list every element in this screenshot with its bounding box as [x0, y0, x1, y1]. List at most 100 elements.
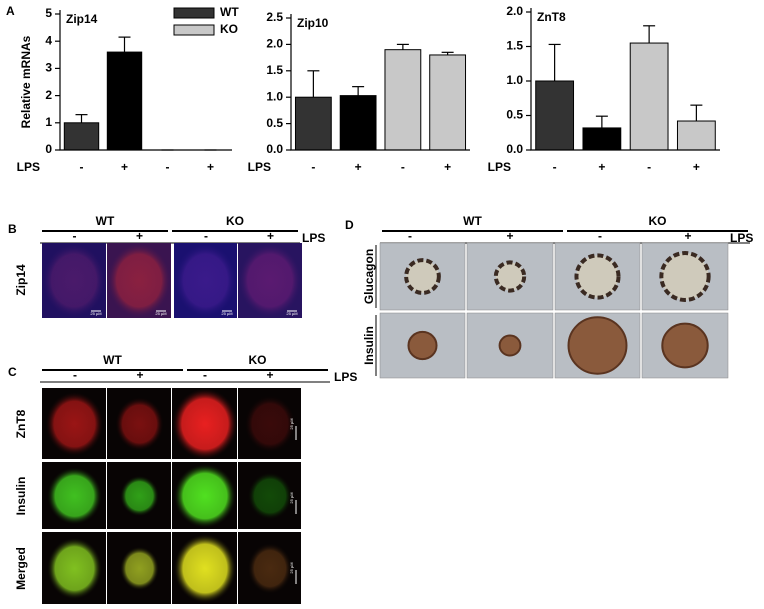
x-tick-label: -	[311, 160, 315, 174]
y-tick-label: 0.5	[266, 116, 283, 130]
micrograph-signal	[115, 397, 164, 451]
x-tick-label: +	[444, 160, 451, 174]
islet	[574, 253, 621, 300]
x-tick-label: +	[355, 160, 362, 174]
bar	[339, 95, 377, 151]
bar	[429, 54, 467, 151]
legend-label: WT	[220, 5, 239, 19]
condition-label: LPS	[334, 370, 357, 384]
treatment-label: -	[73, 229, 77, 243]
x-tick-label: -	[553, 160, 557, 174]
bar	[384, 49, 422, 151]
x-tick-label: -	[647, 160, 651, 174]
islet	[661, 322, 709, 369]
panel-letter: B	[8, 222, 17, 236]
scale-bar-label: 25 µM	[221, 311, 232, 316]
condition-label: LPS	[730, 231, 753, 245]
row-label: Insulin	[362, 326, 376, 365]
x-axis-label: LPS	[248, 160, 271, 174]
row-label: Glucagon	[362, 249, 376, 304]
chart-title: Zip10	[297, 16, 329, 30]
treatment-label: -	[408, 229, 412, 243]
row-label: Merged	[14, 547, 28, 590]
condition-label: LPS	[302, 231, 325, 245]
micrograph-signal	[120, 546, 159, 591]
group-label: KO	[649, 214, 667, 228]
chart-title: ZnT8	[537, 10, 566, 24]
scale-bar-label: 25 µM	[289, 418, 294, 429]
y-tick-label: 0.0	[506, 142, 523, 156]
group-label: WT	[96, 214, 115, 228]
x-tick-label: +	[693, 160, 700, 174]
y-tick-label: 2.5	[266, 10, 283, 24]
scale-bar-label: 25 µM	[90, 311, 101, 316]
treatment-label: +	[136, 368, 143, 382]
micrograph-signal	[238, 243, 302, 318]
y-tick-label: 2.0	[266, 37, 283, 51]
y-tick-label: 2	[45, 88, 52, 102]
micrograph-signal	[247, 472, 293, 520]
group-label: KO	[226, 214, 244, 228]
treatment-label: +	[136, 229, 143, 243]
y-tick-label: 1.5	[506, 39, 523, 53]
islet	[407, 330, 438, 361]
bar	[63, 122, 100, 151]
islet	[493, 260, 527, 293]
axis-line	[530, 8, 720, 151]
treatment-label: +	[684, 229, 691, 243]
legend-swatch	[173, 7, 215, 19]
row-label: Zip14	[14, 264, 28, 296]
row-label: ZnT8	[14, 409, 28, 438]
y-tick-label: 2.0	[506, 4, 523, 18]
bar	[676, 120, 716, 151]
micrograph-signal	[120, 475, 159, 517]
legend-swatch	[173, 24, 215, 36]
micrograph-signal	[172, 388, 238, 460]
y-tick-label: 3	[45, 61, 52, 75]
panel-letter: C	[8, 365, 17, 379]
micrograph-signal	[45, 391, 104, 457]
y-tick-label: 1.0	[506, 73, 523, 87]
axis-line	[59, 10, 232, 151]
bar	[106, 51, 143, 151]
treatment-label: -	[203, 368, 207, 382]
x-tick-label: +	[598, 160, 605, 174]
row-label: Insulin	[14, 477, 28, 516]
y-tick-label: 0.0	[266, 142, 283, 156]
treatment-label: -	[73, 368, 77, 382]
x-tick-label: -	[166, 160, 170, 174]
bar	[582, 127, 622, 151]
bar	[629, 42, 669, 151]
legend-label: KO	[220, 22, 238, 36]
micrograph-signal	[173, 463, 237, 529]
micrograph-signal	[107, 243, 171, 318]
scale-bar-label: 25 µM	[289, 562, 294, 573]
scale-bar-label: 25 µM	[155, 311, 166, 316]
micrograph-signal	[42, 243, 106, 318]
chart-title: Zip14	[66, 12, 98, 26]
treatment-label: -	[598, 229, 602, 243]
islet	[498, 334, 522, 357]
x-tick-label: -	[401, 160, 405, 174]
x-tick-label: +	[121, 160, 128, 174]
y-tick-label: 5	[45, 6, 52, 20]
y-tick-label: 0	[45, 142, 52, 156]
panel-letter: D	[345, 218, 354, 232]
micrograph-signal	[247, 542, 293, 595]
micrograph-signal	[244, 395, 296, 453]
y-tick-label: 1.5	[266, 63, 283, 77]
islet	[659, 251, 711, 302]
group-label: KO	[249, 353, 267, 367]
y-tick-label: 1.0	[266, 89, 283, 103]
group-label: WT	[103, 353, 122, 367]
micrograph-signal	[46, 467, 103, 525]
scale-bar-label: 25 µM	[286, 311, 297, 316]
treatment-label: +	[506, 229, 513, 243]
y-tick-label: 0.5	[506, 108, 523, 122]
micrograph-signal	[46, 537, 103, 600]
bar	[535, 80, 575, 151]
micrograph-signal	[174, 243, 237, 318]
scale-bar-label: 25 µM	[289, 492, 294, 503]
treatment-label: -	[204, 229, 208, 243]
